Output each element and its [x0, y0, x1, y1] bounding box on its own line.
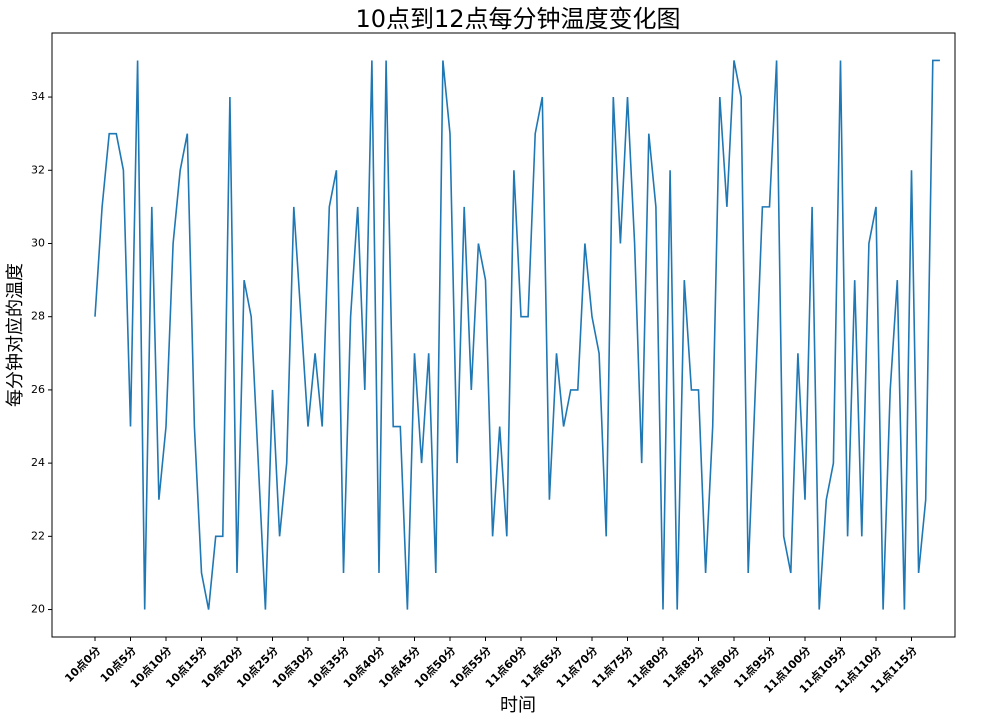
- y-tick-label: 20: [31, 603, 45, 616]
- chart-title: 10点到12点每分钟温度变化图: [355, 5, 680, 33]
- y-tick-label: 28: [31, 310, 45, 323]
- y-tick-label: 30: [31, 236, 45, 249]
- x-axis-label: 时间: [500, 695, 536, 716]
- plot-frame: [51, 32, 956, 638]
- data-line: [94, 59, 940, 610]
- y-tick-label: 32: [31, 163, 45, 176]
- y-tick-label: 22: [31, 529, 45, 542]
- y-tick-label: 26: [31, 383, 45, 396]
- y-axis-label: 每分钟对应的温度: [5, 263, 26, 407]
- y-tick-label: 24: [31, 456, 45, 469]
- y-tick-label: 34: [31, 90, 45, 103]
- x-tick-label: 10点0分: [62, 643, 104, 685]
